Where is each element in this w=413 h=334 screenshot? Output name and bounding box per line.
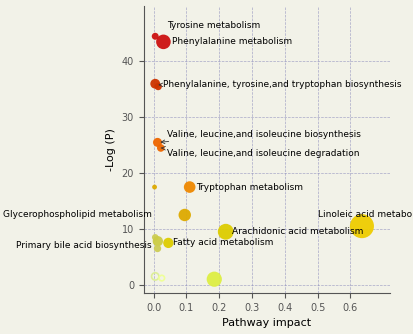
Text: Tyrosine metabolism: Tyrosine metabolism	[166, 21, 259, 30]
Point	[358, 223, 364, 229]
Point	[181, 212, 188, 218]
Point	[152, 235, 158, 240]
Text: Linoleic acid metabolism: Linoleic acid metabolism	[317, 210, 413, 219]
Text: Valine, leucine,and isoleucine biosynthesis: Valine, leucine,and isoleucine biosynthe…	[161, 130, 360, 144]
Point	[160, 39, 166, 44]
Y-axis label: -Log (P): -Log (P)	[106, 128, 116, 171]
Point	[186, 184, 192, 190]
Point	[165, 240, 171, 245]
Point	[154, 84, 161, 89]
Text: Phenylalanine metabolism: Phenylalanine metabolism	[171, 37, 291, 46]
Text: Primary bile acid biosynthesis: Primary bile acid biosynthesis	[16, 241, 152, 250]
Point	[152, 81, 158, 87]
Point	[158, 276, 165, 281]
X-axis label: Pathway impact: Pathway impact	[222, 318, 311, 328]
Point	[152, 274, 158, 279]
Point	[154, 246, 160, 251]
Text: Glycerophospholipid metabolism: Glycerophospholipid metabolism	[3, 210, 152, 219]
Point	[222, 229, 228, 234]
Point	[154, 238, 161, 244]
Point	[152, 34, 158, 39]
Text: Tryptophan metabolism: Tryptophan metabolism	[196, 183, 302, 192]
Text: Valine, leucine,and isoleucine degradation: Valine, leucine,and isoleucine degradati…	[161, 146, 358, 158]
Point	[154, 140, 160, 145]
Text: Phenylalanine, tyrosine,and tryptophan biosynthesis: Phenylalanine, tyrosine,and tryptophan b…	[159, 80, 401, 90]
Text: Fatty acid metabolism: Fatty acid metabolism	[173, 238, 273, 247]
Text: Arachidonic acid metabolism: Arachidonic acid metabolism	[232, 227, 363, 236]
Point	[157, 145, 164, 151]
Point	[211, 277, 217, 282]
Point	[151, 184, 157, 190]
